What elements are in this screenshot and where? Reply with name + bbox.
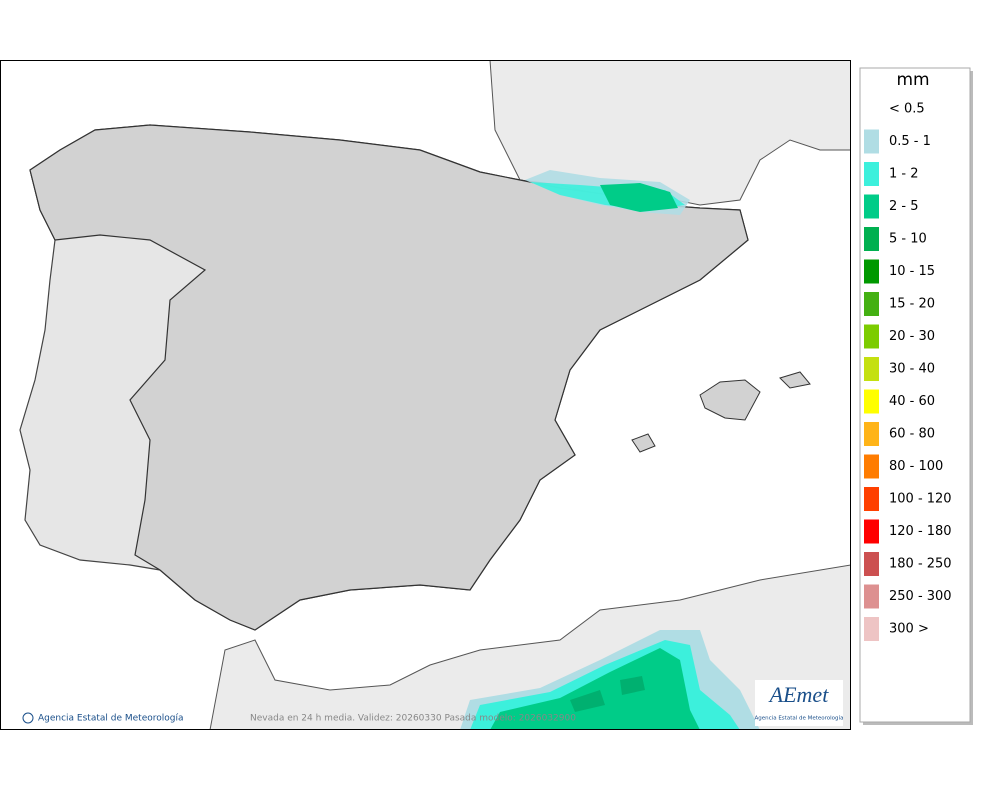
legend-swatch: [864, 292, 879, 316]
legend-label: 15 - 20: [889, 297, 935, 312]
legend-swatch: [864, 454, 879, 479]
map: [1, 61, 850, 729]
legend-swatch: [864, 552, 879, 576]
snow-area: [600, 183, 678, 212]
legend-swatch: [864, 519, 879, 544]
legend-label: 180 - 250: [889, 557, 952, 572]
logo-box: [755, 680, 843, 726]
legend-swatch: [864, 129, 879, 154]
legend-label: 40 - 60: [889, 394, 935, 409]
legend-swatch: [864, 227, 879, 251]
legend-swatch: [864, 194, 879, 219]
legend-label: 60 - 80: [889, 427, 935, 442]
legend-swatch: [864, 357, 879, 381]
copyright-icon: [22, 712, 34, 724]
legend-swatch: [864, 389, 879, 414]
legend-label: 300 >: [889, 622, 929, 637]
snow-area: [570, 676, 645, 712]
legend-label: 10 - 15: [889, 264, 935, 279]
mallorca: [699, 379, 761, 421]
legend-title: mm: [896, 70, 929, 90]
legend-label: 5 - 10: [889, 232, 927, 247]
legend-label: 100 - 120: [889, 492, 952, 507]
legend-swatch: [864, 487, 879, 511]
legend-swatch: [864, 584, 879, 609]
legend-label: 20 - 30: [889, 329, 935, 344]
logo-name: AEmet: [768, 682, 830, 707]
logo-subtitle: Agencia Estatal de Meteorología: [755, 715, 844, 722]
snow-area: [490, 648, 700, 729]
legend-label: 120 - 180: [889, 524, 952, 539]
legend-label: 80 - 100: [889, 459, 943, 474]
legend-label: 2 - 5: [889, 199, 919, 214]
legend-swatch: [864, 422, 879, 446]
legend-swatch: [864, 324, 879, 349]
menorca: [779, 371, 811, 389]
legend-label: 0.5 - 1: [889, 134, 931, 149]
legend-label: < 0.5: [889, 102, 925, 117]
legend-swatch: [864, 97, 879, 121]
ibiza: [631, 433, 656, 453]
credit: Agencia Estatal de Meteorología: [38, 714, 184, 724]
legend-swatch: [864, 617, 879, 641]
legend-items: < 0.5 0.5 - 1 1 - 2 2 - 5 5 - 10 10 - 15 15 - …: [864, 97, 952, 641]
legend-label: 30 - 40: [889, 362, 935, 377]
legend-swatch: [864, 259, 879, 284]
map-frame: [0, 60, 851, 730]
spain: [29, 124, 749, 631]
legend-swatch: [864, 162, 879, 186]
legend-label: 250 - 300: [889, 589, 952, 604]
caption: Nevada en 24 h media. Validez: 20260330 …: [250, 714, 576, 724]
legend-label: 1 - 2: [889, 167, 919, 182]
